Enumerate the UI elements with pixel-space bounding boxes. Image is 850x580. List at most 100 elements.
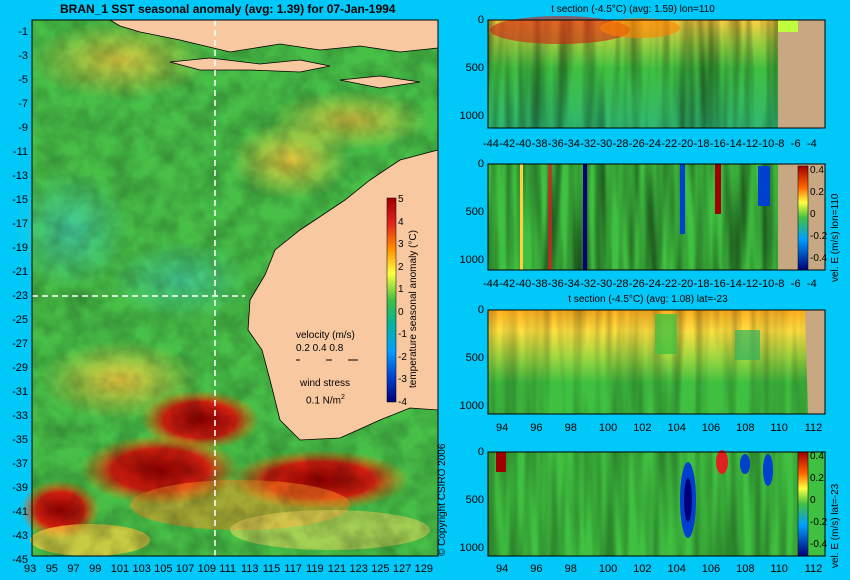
velocity-colorbar-tick-label: -0.4 <box>810 539 828 550</box>
sst-anomaly-map <box>10 19 439 557</box>
velocity-colorbar-tick-label: -0.4 <box>810 253 828 264</box>
wind-stress-label: wind stress <box>300 378 351 389</box>
panel3-x-tick-label: 100 <box>598 422 618 434</box>
panel2-x-tick-label: -22 <box>661 278 678 290</box>
colorbar-label: temperature seasonal anomaly (°C) <box>408 230 419 388</box>
panel4-x-tick-label: 106 <box>701 563 721 575</box>
lon-tick-label: 129 <box>414 563 433 575</box>
panel1-x-tick-label: -24 <box>645 138 661 150</box>
panel2-x-tick-label: -6 <box>790 278 801 290</box>
lon-tick-label: 97 <box>67 563 80 575</box>
lat-tick-label: -35 <box>12 434 28 446</box>
panel2-x-tick-label: -34 <box>564 278 580 290</box>
map-colorbar <box>386 197 397 403</box>
velocity-colorbar-tick-label: 0.4 <box>810 165 824 176</box>
panel2-x-tick-label: -30 <box>596 278 613 290</box>
main-title: BRAN_1 SST seasonal anomaly (avg: 1.39) … <box>60 2 396 16</box>
lat-tick-label: -33 <box>12 410 28 422</box>
panel4-heatmap <box>487 450 826 557</box>
panel2-x-tick-label: -44 <box>483 278 499 290</box>
panel2-x-tick-label: -36 <box>547 278 564 290</box>
lat-tick-label: -31 <box>12 386 28 398</box>
lat-tick-label: -13 <box>12 170 28 182</box>
lon-tick-label: 111 <box>219 563 237 575</box>
lon-tick-label: 95 <box>45 563 58 575</box>
panel1-x-tick-label: -32 <box>580 138 597 150</box>
lat-tick-label: -15 <box>12 194 28 206</box>
velocity-colorbar-tick-label: 0.2 <box>810 473 824 484</box>
panel1-x-tick-label: -40 <box>515 138 532 150</box>
panel2-x-tick-label: -20 <box>677 278 694 290</box>
panel3-x-tick-label: 102 <box>633 422 652 434</box>
colorbar-tick-label: -4 <box>398 396 407 408</box>
panel1-x-tick-label: -34 <box>564 138 580 150</box>
velocity-scale: 0.2 0.4 0.8 <box>296 343 344 354</box>
panel3-x-tick-label: 110 <box>770 422 788 434</box>
panel-y-tick-label: 500 <box>465 494 484 506</box>
panel-y-tick-label: 500 <box>465 206 484 218</box>
panel4-x-tick-label: 102 <box>633 563 652 575</box>
colorbar-tick-label: 3 <box>398 239 404 250</box>
panel3-x-tick-label: 104 <box>667 422 686 434</box>
section-panels <box>487 16 826 557</box>
panel-y-tick-label: 1000 <box>459 400 484 412</box>
panel3-heatmap <box>487 309 826 415</box>
lat-tick-label: -41 <box>12 506 28 518</box>
panel4-x-tick-label: 108 <box>736 563 755 575</box>
lat-tick-label: -3 <box>18 50 28 62</box>
panel1-x-tick-label: -30 <box>596 138 613 150</box>
panel2-x-tick-label: -40 <box>515 278 532 290</box>
colorbar-tick-label: 1 <box>398 284 404 295</box>
lon-tick-label: 101 <box>110 563 130 575</box>
panel1-x-tick-label: -42 <box>499 138 516 150</box>
lon-tick-label: 99 <box>89 563 102 575</box>
panel3-x-tick-label: 112 <box>804 422 823 434</box>
panel1-x-tick-label: -10 <box>758 138 775 150</box>
lon-tick-label: 113 <box>241 563 259 575</box>
lon-tick-label: 105 <box>154 563 173 575</box>
colorbar-tick-label: 0 <box>398 306 404 318</box>
lat-tick-label: -21 <box>12 266 28 278</box>
velocity-label: velocity (m/s) <box>296 330 355 341</box>
colorbar-tick-label: 2 <box>398 261 404 273</box>
colorbar-tick-label: -3 <box>398 374 407 385</box>
colorbar-tick-label: 5 <box>398 194 404 205</box>
panel2-x-tick-label: -10 <box>758 278 775 290</box>
velocity-colorbar-tick-label: -0.2 <box>810 517 828 528</box>
panel1-x-tick-label: -36 <box>547 138 564 150</box>
panel2-x-tick-label: -26 <box>628 278 645 290</box>
panel1-x-tick-label: -6 <box>790 138 801 150</box>
lat-tick-label: -19 <box>12 242 28 254</box>
panel4-x-tick-label: 100 <box>598 563 618 575</box>
panel1-x-tick-label: -22 <box>661 138 678 150</box>
lat-tick-label: -7 <box>18 98 28 110</box>
panel-y-tick-label: 0 <box>477 14 484 26</box>
panel4-x-tick-label: 98 <box>564 563 577 575</box>
lon-tick-label: 127 <box>392 563 412 575</box>
panel1-x-tick-label: -44 <box>483 138 499 150</box>
colorbar-tick-label: -1 <box>398 329 407 340</box>
panel-y-tick-label: 1000 <box>459 542 484 554</box>
panel2-colorbar-label: vel. E (m/s) lon=110 <box>830 193 841 282</box>
panel1-x-tick-label: -28 <box>612 138 629 150</box>
panel1-heatmap <box>487 16 826 129</box>
panel2-x-tick-label: -18 <box>693 278 710 290</box>
lon-tick-label: 93 <box>24 563 37 575</box>
lat-tick-label: -25 <box>12 314 28 326</box>
panel2-x-tick-label: -16 <box>709 278 726 290</box>
panel1-x-tick-label: -8 <box>774 138 785 150</box>
lat-tick-label: -29 <box>12 362 28 374</box>
wind-stress-exponent: 2 <box>341 394 345 401</box>
lon-tick-label: 125 <box>371 563 390 575</box>
panel3-x-tick-label: 96 <box>530 422 543 434</box>
panel-y-tick-label: 0 <box>477 158 484 170</box>
lon-tick-label: 115 <box>262 563 281 575</box>
panel-y-tick-label: 1000 <box>459 110 484 122</box>
panel2-x-tick-label: -42 <box>499 278 516 290</box>
panel4-x-tick-label: 104 <box>667 563 686 575</box>
velocity-colorbar-tick-label: 0 <box>810 209 816 220</box>
map-frame <box>31 19 439 557</box>
panel-y-tick-label: 500 <box>465 352 484 364</box>
panel2-x-tick-label: -38 <box>531 278 548 290</box>
panel1-x-tick-label: -4 <box>807 138 817 150</box>
